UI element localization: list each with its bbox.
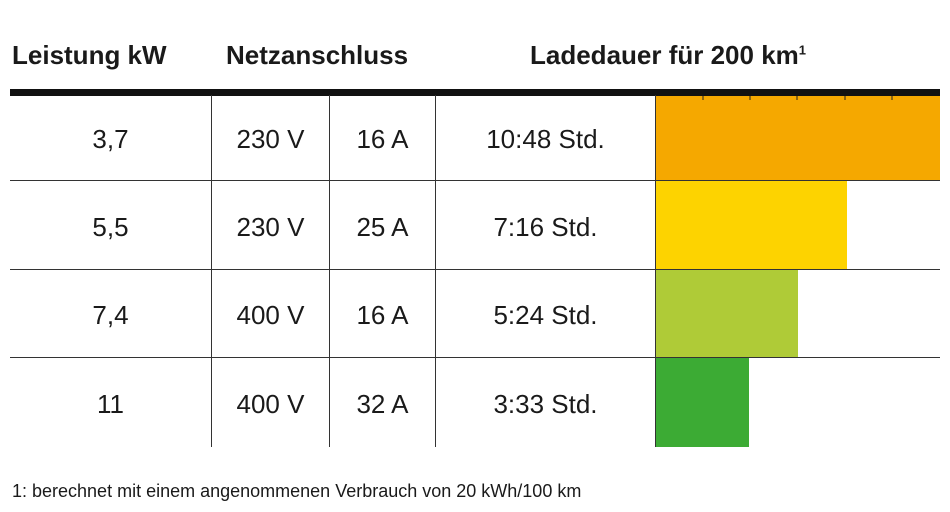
table-cell-voltage: 400 V xyxy=(236,300,305,330)
column-divider xyxy=(211,95,212,447)
column-divider xyxy=(435,95,436,447)
table-cell-voltage: 230 V xyxy=(236,212,305,242)
table-cell-power: 11 xyxy=(97,389,124,419)
header-charging-duration-text: Ladedauer für 200 km xyxy=(530,40,799,70)
header-grid-connection: Netzanschluss xyxy=(226,40,409,70)
table-cell-duration: 10:48 Std. xyxy=(486,124,605,154)
row-divider xyxy=(10,269,940,270)
table-cell-power: 3,7 xyxy=(92,124,129,154)
header-footnote-mark: 1 xyxy=(798,42,807,58)
table-cell-voltage: 400 V xyxy=(236,389,305,419)
table-cell-current: 16 A xyxy=(356,300,409,330)
row-divider xyxy=(10,180,940,181)
column-divider xyxy=(655,95,656,447)
table-top-rule xyxy=(10,89,940,96)
table-cell-duration: 5:24 Std. xyxy=(493,300,598,330)
header-power: Leistung kW xyxy=(12,40,167,70)
table-cell-duration: 7:16 Std. xyxy=(493,212,598,242)
table-cell-power: 5,5 xyxy=(92,212,129,242)
duration-bar xyxy=(656,96,940,180)
header-charging-duration: Ladedauer für 200 km1 xyxy=(530,40,806,71)
duration-bar xyxy=(656,270,798,357)
duration-bar xyxy=(656,358,749,447)
duration-bar xyxy=(656,181,847,269)
column-divider xyxy=(329,95,330,447)
footnote: 1: berechnet mit einem angenommenen Verb… xyxy=(12,481,582,501)
table-cell-current: 32 A xyxy=(356,389,409,419)
table-cell-current: 16 A xyxy=(356,124,409,154)
table-cell-current: 25 A xyxy=(356,212,409,242)
table-cell-voltage: 230 V xyxy=(236,124,305,154)
row-divider xyxy=(10,357,940,358)
table-cell-duration: 3:33 Std. xyxy=(493,389,598,419)
table-cell-power: 7,4 xyxy=(92,300,129,330)
